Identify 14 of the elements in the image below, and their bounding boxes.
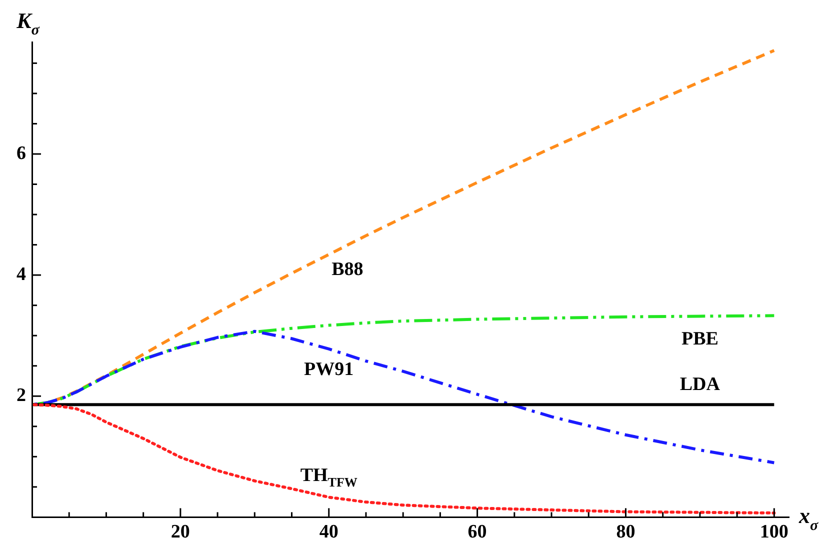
series-label: PW91 — [304, 358, 354, 380]
y-tick-label: 4 — [16, 264, 26, 285]
x-tick-label: 80 — [616, 522, 636, 543]
y-tick-label: 6 — [16, 142, 26, 164]
x-tick-label: 60 — [468, 522, 487, 543]
line-series — [32, 403, 776, 514]
x-tick-label: 40 — [319, 522, 338, 543]
series-label: B88 — [332, 259, 364, 280]
line-series — [32, 330, 776, 464]
series-label: PBE — [681, 328, 718, 350]
y-tick-label: 2 — [16, 385, 26, 406]
series-label: LDA — [680, 374, 720, 396]
x-tick-label: 20 — [170, 522, 190, 543]
x-tick-label: 100 — [760, 522, 788, 543]
